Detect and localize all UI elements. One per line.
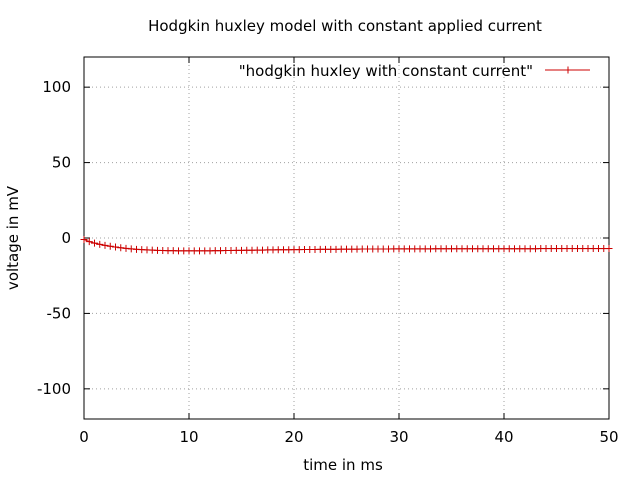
legend-plus-marker — [564, 66, 572, 74]
x-tick-label: 30 — [389, 428, 408, 446]
data-point-marker — [112, 243, 119, 251]
legend-label: "hodgkin huxley with constant current" — [239, 62, 533, 80]
chart-title: Hodgkin huxley model with constant appli… — [148, 17, 542, 35]
x-tick-label: 40 — [494, 428, 513, 446]
y-tick-label: -100 — [37, 380, 71, 398]
data-point-marker — [96, 240, 104, 248]
y-tick-label: 0 — [61, 229, 71, 247]
x-tick-label: 20 — [284, 428, 303, 446]
y-tick-label: 50 — [52, 154, 71, 172]
data-point-marker — [117, 244, 125, 252]
legend: "hodgkin huxley with constant current" — [239, 62, 590, 80]
data-point-marker — [101, 241, 109, 249]
data-point-marker — [91, 239, 98, 247]
data-point-marker — [85, 238, 93, 246]
y-tick-label: -50 — [47, 304, 72, 322]
data-point-marker — [106, 242, 114, 250]
plot-frame — [83, 56, 610, 420]
data-point-marker — [605, 245, 613, 253]
data-point-marker — [80, 236, 88, 244]
x-axis-label: time in ms — [303, 456, 383, 474]
x-tick-label: 0 — [79, 428, 89, 446]
axis-ticks: 0 10 20 30 40 50 -100 -50 0 50 100 — [37, 57, 619, 446]
y-axis-label: voltage in mV — [4, 185, 22, 290]
series-layer — [80, 236, 613, 255]
grid — [84, 57, 609, 419]
y-tick-label: 100 — [42, 78, 71, 96]
x-tick-label: 50 — [599, 428, 618, 446]
x-tick-label: 10 — [179, 428, 198, 446]
